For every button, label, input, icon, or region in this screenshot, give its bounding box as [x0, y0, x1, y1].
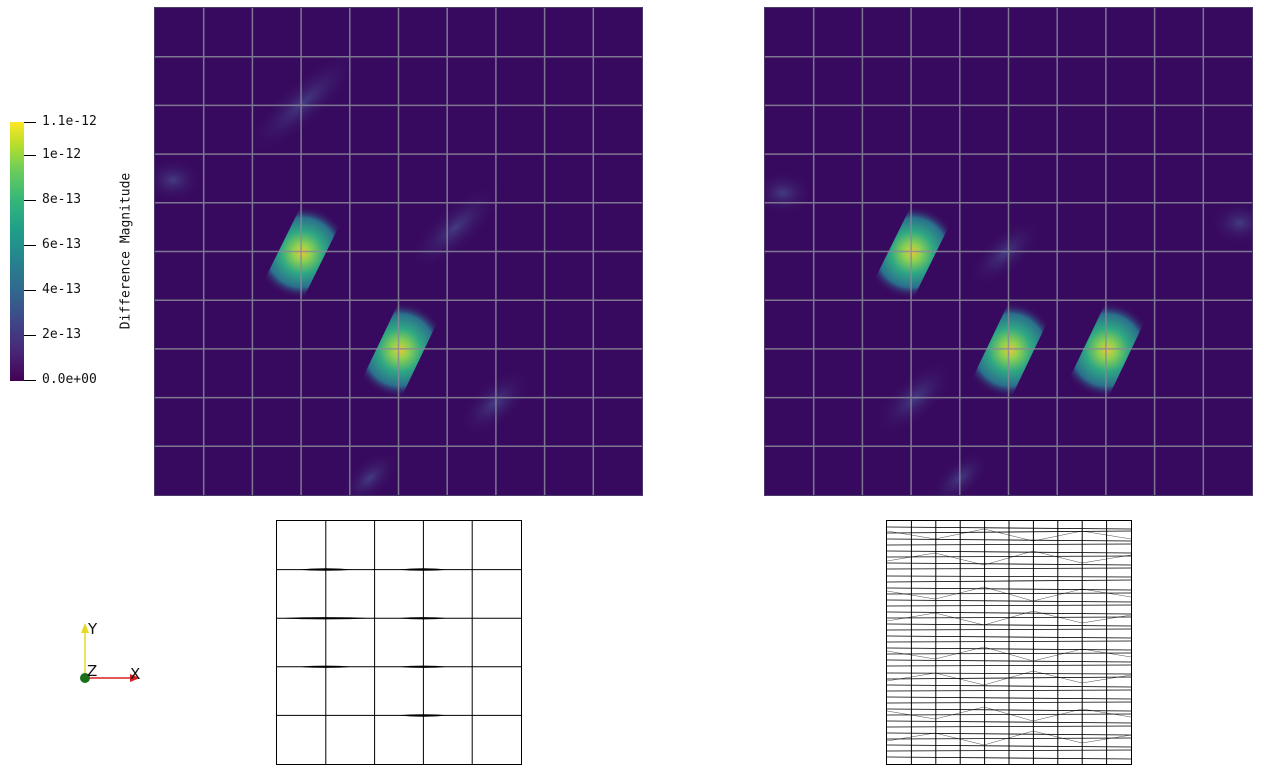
colorbar-label: 8e-13: [42, 192, 82, 207]
colorbar-title: Difference Magnitude: [118, 172, 134, 330]
faint-spot: [341, 451, 399, 495]
colorbar-label-max: 1.1e-12: [42, 114, 97, 129]
left-field-view[interactable]: [154, 7, 643, 496]
right-mesh-view[interactable]: [886, 520, 1132, 765]
right-mesh-horizontal-lines: [887, 526, 1131, 760]
colorbar-tick: [24, 200, 36, 201]
left-mesh-canvas: [277, 521, 521, 764]
hotspot: [255, 206, 349, 299]
colorbar-label-min: 0.0e+00: [42, 372, 97, 387]
z-axis-dot: [80, 673, 90, 683]
colorbar-tick: [24, 335, 36, 336]
faint-spot: [245, 50, 361, 156]
hotspot: [353, 302, 447, 398]
faint-spot: [968, 219, 1042, 287]
left-mesh-view[interactable]: [276, 520, 522, 765]
x-axis-label: X: [130, 665, 141, 683]
faint-spot: [765, 171, 813, 215]
left-field-canvas: [155, 8, 642, 495]
right-mesh-diagonals: [887, 528, 1131, 746]
faint-spot: [458, 368, 532, 438]
faint-spot: [1210, 201, 1252, 245]
colorbar-label: 4e-13: [42, 282, 82, 297]
axes-glyph: [80, 623, 140, 683]
orientation-axes: Y Z X: [70, 615, 160, 695]
left-grid-lines: [155, 8, 642, 495]
colorbar-label: 6e-13: [42, 237, 82, 252]
colorbar-label: 2e-13: [42, 327, 82, 342]
left-mesh-pinch-marks: [277, 568, 449, 717]
y-axis-label: Y: [88, 620, 98, 638]
z-axis-label: Z: [87, 662, 98, 680]
faint-spot: [408, 184, 502, 272]
faint-spot: [155, 158, 203, 202]
colorbar-label: 1e-12: [42, 147, 82, 162]
colorbar-tick: [24, 380, 36, 381]
colorbar-tick: [24, 290, 36, 291]
x-axis-arrowhead: [130, 674, 140, 682]
colorbar: [10, 122, 24, 381]
colorbar-tick: [24, 155, 36, 156]
right-mesh-canvas: [887, 521, 1131, 764]
right-field-view[interactable]: [764, 7, 1253, 496]
colorbar-tick: [24, 245, 36, 246]
hotspot: [865, 206, 959, 299]
right-mesh-vertical-lines: [910, 521, 1108, 764]
right-field-canvas: [765, 8, 1252, 495]
left-mesh-lines: [277, 521, 521, 764]
right-grid-lines: [765, 8, 1252, 495]
left-hotspots: [155, 50, 532, 495]
hotspot: [963, 302, 1057, 398]
y-axis-arrowhead: [81, 623, 89, 633]
colorbar-tick: [24, 122, 36, 123]
hotspot: [1060, 302, 1154, 398]
